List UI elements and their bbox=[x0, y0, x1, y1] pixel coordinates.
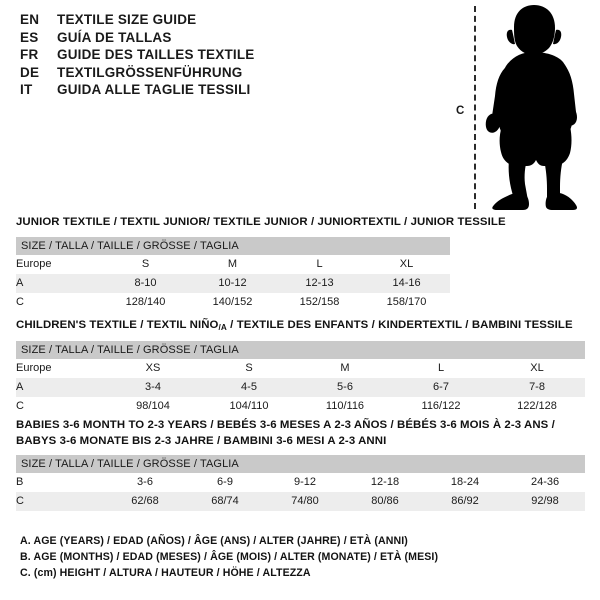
row-label: B bbox=[16, 473, 105, 492]
table-cell: 10-12 bbox=[189, 273, 276, 293]
table-cell: 8-10 bbox=[102, 273, 189, 293]
junior-textile-section: JUNIOR TEXTILE / TEXTIL JUNIOR/ TEXTILE … bbox=[16, 215, 506, 312]
legend-block: A. AGE (YEARS) / EDAD (AÑOS) / ÂGE (ANS)… bbox=[20, 533, 580, 581]
language-code: IT bbox=[20, 82, 33, 97]
children-title-post: / TEXTILE DES ENFANTS / KINDERTEXTIL / B… bbox=[226, 319, 573, 331]
language-row-de: DE TEXTILGRÖSSENFÜHRUNG bbox=[20, 65, 440, 83]
height-measure-label: C bbox=[456, 105, 465, 117]
language-row-es: ES GUÍA DE TALLAS bbox=[20, 30, 440, 48]
height-measurement-figure: C bbox=[440, 0, 600, 215]
children-textile-section: CHILDREN'S TEXTILE / TEXTIL NIÑO/A / TEX… bbox=[16, 318, 586, 417]
babies-band-label: SIZE / TALLA / TAILLE / GRÖSSE / TAGLIA bbox=[16, 455, 586, 473]
table-cell: 7-8 bbox=[489, 378, 586, 398]
language-title-list: EN TEXTILE SIZE GUIDE ES GUÍA DE TALLAS … bbox=[20, 12, 440, 100]
babies-section-title-line1: BABIES 3-6 MONTH TO 2-3 YEARS / BEBÉS 3-… bbox=[16, 419, 555, 431]
row-label: A bbox=[16, 378, 105, 398]
table-cell: 62/68 bbox=[105, 492, 185, 511]
table-row: A 8-10 10-12 12-13 14-16 bbox=[16, 273, 451, 293]
table-cell: 116/122 bbox=[393, 397, 489, 417]
language-code: DE bbox=[20, 64, 40, 80]
table-cell: 140/152 bbox=[189, 292, 276, 312]
table-cell: 12-13 bbox=[276, 273, 363, 293]
legend-line-c: C. (cm) HEIGHT / ALTURA / HAUTEUR / HÖHE… bbox=[20, 567, 311, 579]
row-label: A bbox=[16, 273, 102, 293]
children-title-pre: CHILDREN'S TEXTILE / TEXTIL NIÑO bbox=[16, 319, 219, 331]
table-cell: L bbox=[393, 359, 489, 379]
language-title: GUIDA ALLE TAGLIE TESSILI bbox=[57, 82, 251, 97]
table-cell: L bbox=[276, 254, 363, 274]
table-cell: 6-9 bbox=[185, 473, 265, 492]
table-cell: 122/128 bbox=[489, 397, 586, 417]
children-title-subscript: /A bbox=[218, 322, 227, 332]
table-band-row: SIZE / TALLA / TAILLE / GRÖSSE / TAGLIA bbox=[16, 455, 586, 473]
table-band-row: SIZE / TALLA / TAILLE / GRÖSSE / TAGLIA bbox=[16, 236, 451, 255]
table-cell: 128/140 bbox=[102, 292, 189, 312]
table-cell: XL bbox=[489, 359, 586, 379]
table-cell: 68/74 bbox=[185, 492, 265, 511]
table-cell: 80/86 bbox=[345, 492, 425, 511]
table-cell: 3-6 bbox=[105, 473, 185, 492]
height-dashed-line-icon bbox=[474, 6, 476, 209]
table-cell: S bbox=[102, 254, 189, 274]
table-row: Europe S M L XL bbox=[16, 254, 451, 274]
junior-size-table: SIZE / TALLA / TAILLE / GRÖSSE / TAGLIA … bbox=[16, 236, 451, 312]
row-label: C bbox=[16, 492, 105, 511]
babies-size-table: SIZE / TALLA / TAILLE / GRÖSSE / TAGLIA … bbox=[16, 455, 586, 511]
table-cell: M bbox=[297, 359, 393, 379]
language-title: TEXTILE SIZE GUIDE bbox=[57, 12, 197, 27]
table-cell: 18-24 bbox=[425, 473, 505, 492]
language-row-it: IT GUIDA ALLE TAGLIE TESSILI bbox=[20, 82, 440, 100]
babies-section-title-line2: BABYS 3-6 MONATE BIS 2-3 JAHRE / BAMBINI… bbox=[16, 434, 387, 447]
legend-line-a: A. AGE (YEARS) / EDAD (AÑOS) / ÂGE (ANS)… bbox=[20, 535, 408, 547]
table-cell: 92/98 bbox=[505, 492, 586, 511]
table-cell: 24-36 bbox=[505, 473, 586, 492]
table-cell: 6-7 bbox=[393, 378, 489, 398]
table-cell: 74/80 bbox=[265, 492, 345, 511]
table-cell: 158/170 bbox=[363, 292, 451, 312]
table-cell: S bbox=[201, 359, 297, 379]
table-cell: M bbox=[189, 254, 276, 274]
junior-section-title: JUNIOR TEXTILE / TEXTIL JUNIOR/ TEXTILE … bbox=[16, 216, 506, 228]
language-row-en: EN TEXTILE SIZE GUIDE bbox=[20, 12, 440, 30]
junior-band-label: SIZE / TALLA / TAILLE / GRÖSSE / TAGLIA bbox=[16, 236, 451, 255]
language-title: TEXTILGRÖSSENFÜHRUNG bbox=[57, 64, 243, 80]
babies-textile-section: BABIES 3-6 MONTH TO 2-3 YEARS / BEBÉS 3-… bbox=[16, 418, 586, 511]
table-row: Europe XS S M L XL bbox=[16, 359, 586, 379]
row-label: C bbox=[16, 397, 105, 417]
toddler-silhouette-icon bbox=[485, 5, 577, 210]
table-row: C 128/140 140/152 152/158 158/170 bbox=[16, 292, 451, 312]
children-section-title: CHILDREN'S TEXTILE / TEXTIL NIÑO/A / TEX… bbox=[16, 318, 585, 335]
table-cell: 4-5 bbox=[201, 378, 297, 398]
language-title: GUIDE DES TAILLES TEXTILE bbox=[57, 47, 255, 62]
table-cell: 98/104 bbox=[105, 397, 201, 417]
language-code: ES bbox=[20, 29, 39, 45]
row-label: C bbox=[16, 292, 102, 312]
table-cell: 104/110 bbox=[201, 397, 297, 417]
table-cell: 9-12 bbox=[265, 473, 345, 492]
language-title: GUÍA DE TALLAS bbox=[57, 29, 172, 45]
table-row: A 3-4 4-5 5-6 6-7 7-8 bbox=[16, 378, 586, 398]
table-cell: 3-4 bbox=[105, 378, 201, 398]
language-code: EN bbox=[20, 12, 40, 27]
language-row-fr: FR GUIDE DES TAILLES TEXTILE bbox=[20, 47, 440, 65]
language-code: FR bbox=[20, 47, 39, 62]
table-cell: 5-6 bbox=[297, 378, 393, 398]
table-cell: 110/116 bbox=[297, 397, 393, 417]
table-row: C 62/68 68/74 74/80 80/86 86/92 92/98 bbox=[16, 492, 586, 511]
children-band-label: SIZE / TALLA / TAILLE / GRÖSSE / TAGLIA bbox=[16, 341, 586, 360]
table-row: C 98/104 104/110 110/116 116/122 122/128 bbox=[16, 397, 586, 417]
table-cell: 12-18 bbox=[345, 473, 425, 492]
table-row: B 3-6 6-9 9-12 12-18 18-24 24-36 bbox=[16, 473, 586, 492]
children-size-table: SIZE / TALLA / TAILLE / GRÖSSE / TAGLIA … bbox=[16, 341, 586, 417]
legend-line-b: B. AGE (MONTHS) / EDAD (MESES) / ÂGE (MO… bbox=[20, 551, 439, 563]
table-cell: XS bbox=[105, 359, 201, 379]
table-cell: 14-16 bbox=[363, 273, 451, 293]
table-cell: XL bbox=[363, 254, 451, 274]
row-label: Europe bbox=[16, 254, 102, 274]
table-band-row: SIZE / TALLA / TAILLE / GRÖSSE / TAGLIA bbox=[16, 341, 586, 360]
row-label: Europe bbox=[16, 359, 105, 379]
table-cell: 86/92 bbox=[425, 492, 505, 511]
table-cell: 152/158 bbox=[276, 292, 363, 312]
